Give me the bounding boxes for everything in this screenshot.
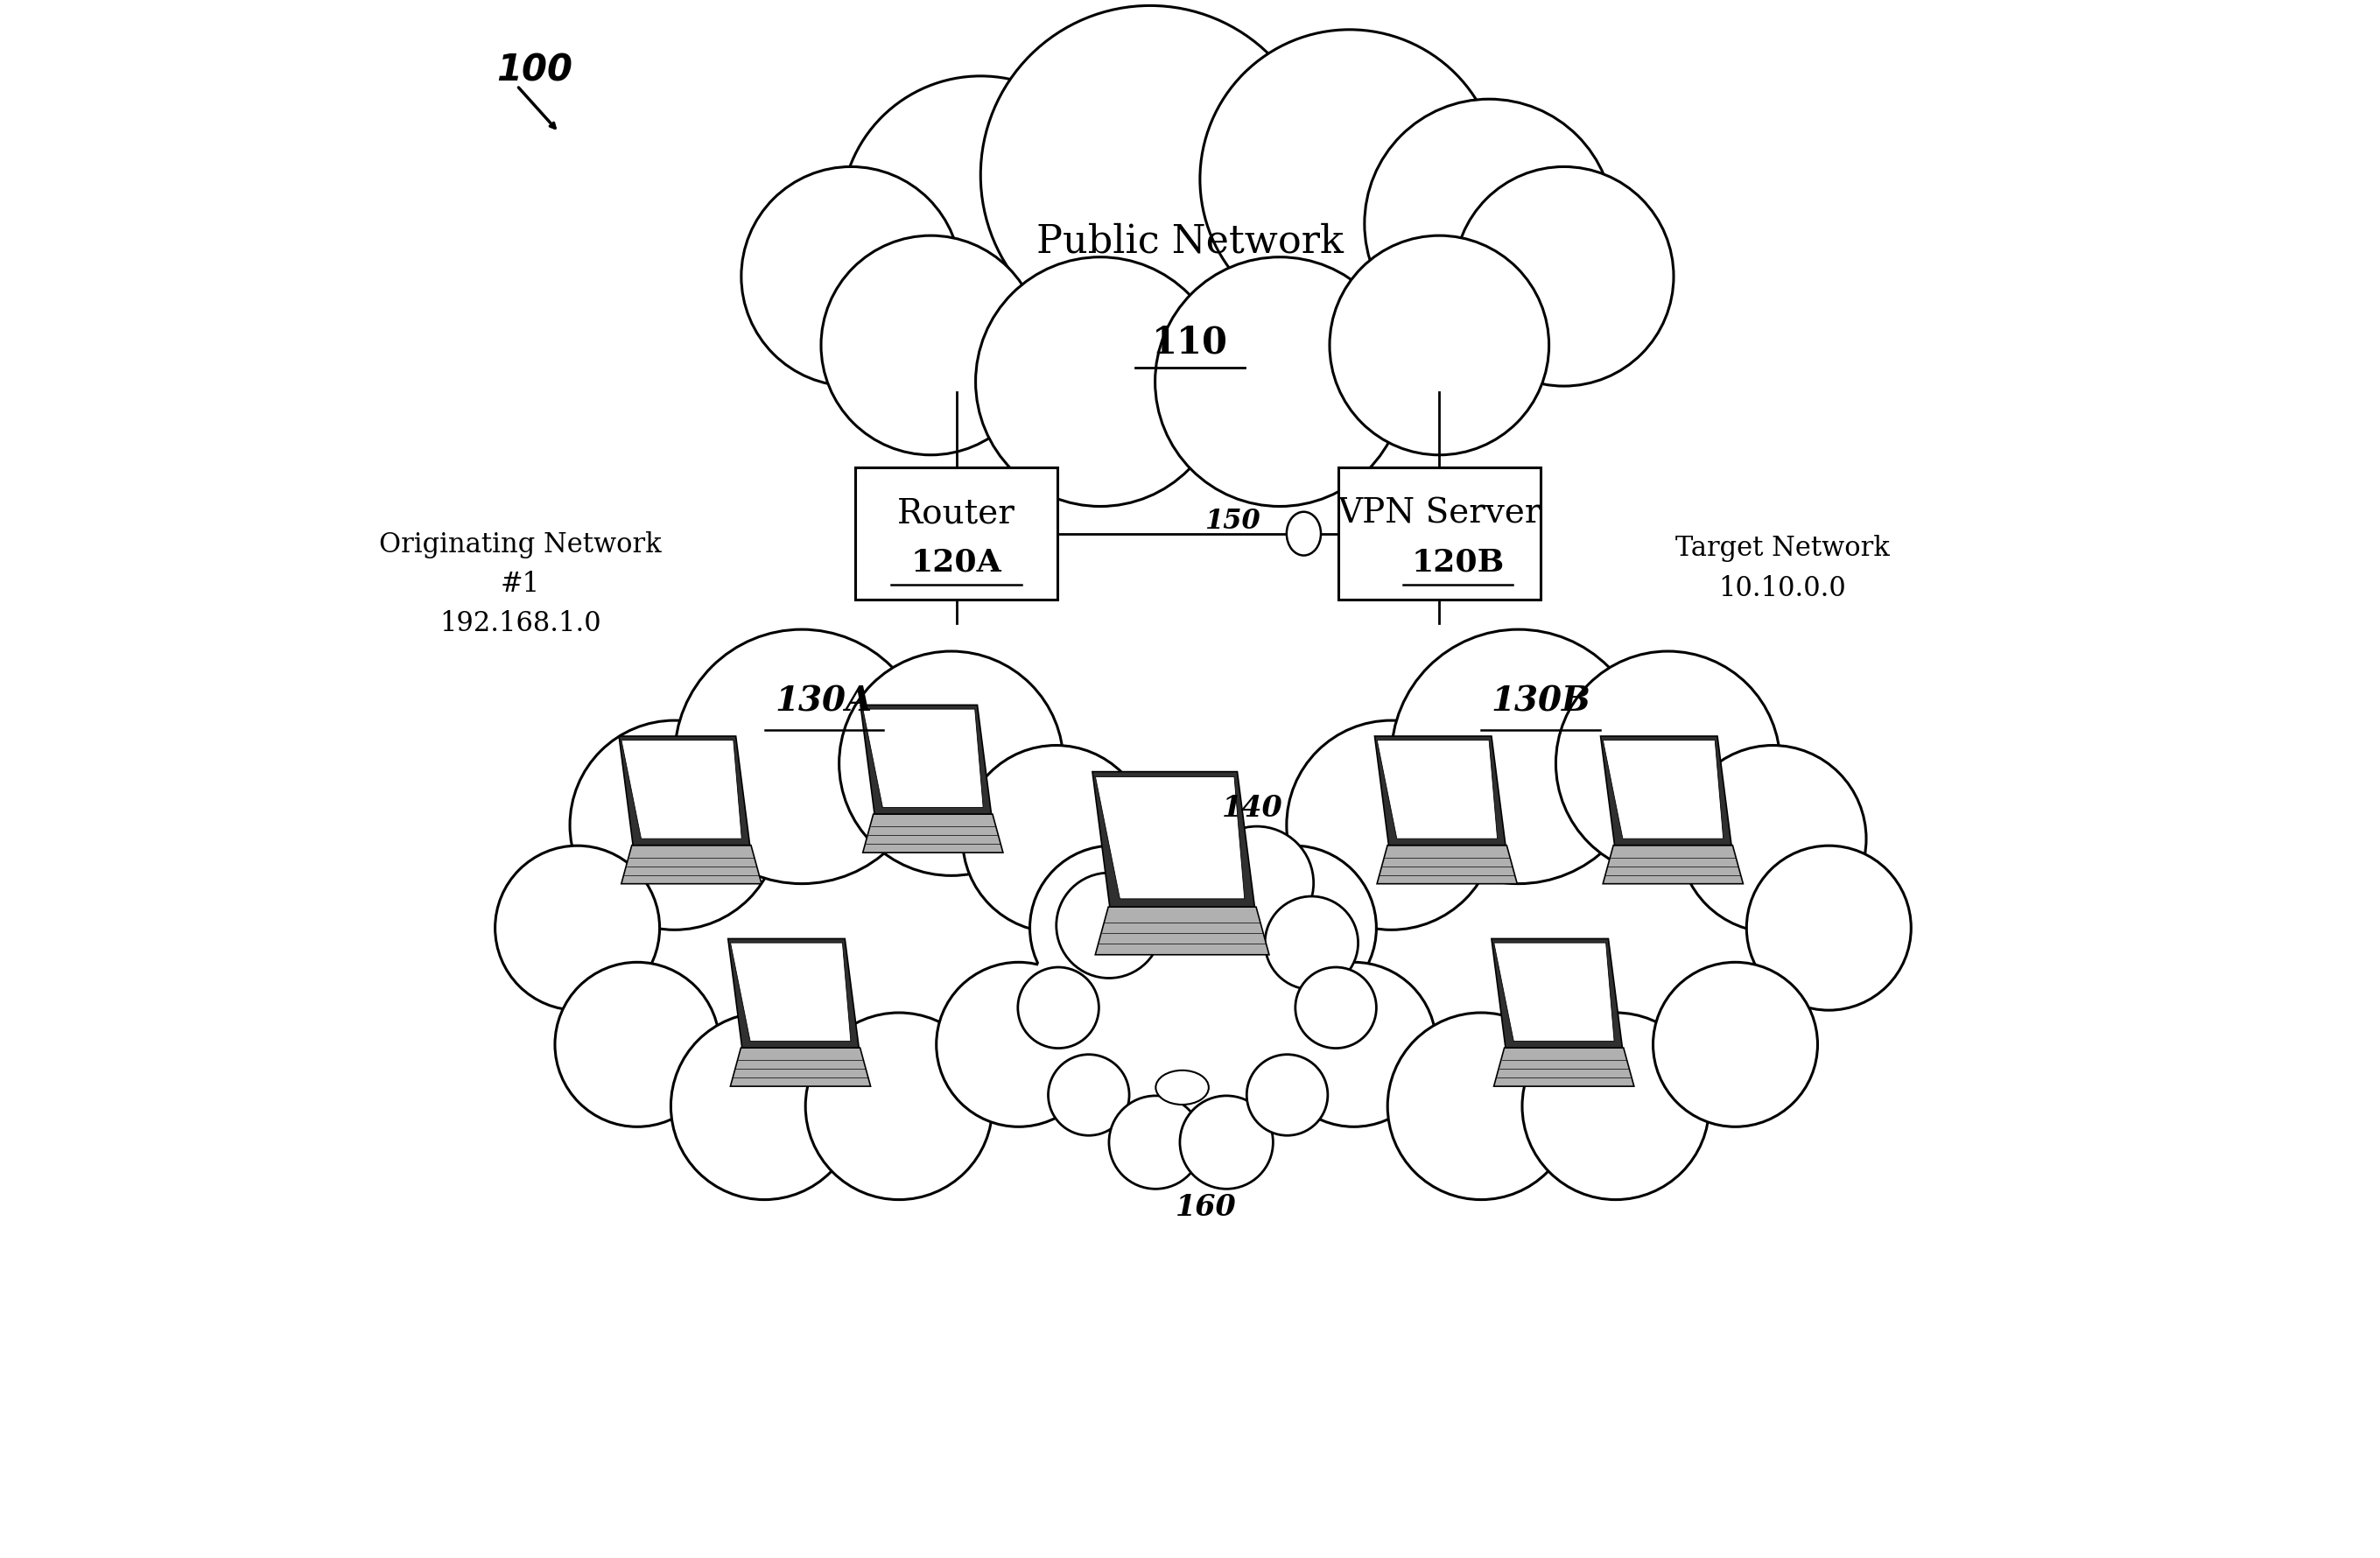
Ellipse shape — [533, 746, 1131, 1123]
Circle shape — [1364, 100, 1614, 349]
Polygon shape — [1492, 938, 1623, 1047]
Circle shape — [495, 846, 659, 1010]
Text: 140: 140 — [1221, 795, 1283, 823]
Circle shape — [1109, 1095, 1202, 1189]
Ellipse shape — [1250, 746, 1847, 1123]
Circle shape — [1031, 846, 1195, 1010]
Ellipse shape — [1157, 1070, 1209, 1105]
Text: 130A: 130A — [776, 686, 873, 718]
Circle shape — [1047, 1055, 1128, 1136]
Text: 130B: 130B — [1490, 686, 1590, 718]
Circle shape — [935, 963, 1102, 1126]
Circle shape — [1523, 1013, 1709, 1200]
FancyBboxPatch shape — [1338, 467, 1540, 600]
Ellipse shape — [1028, 876, 1352, 1150]
Text: 110: 110 — [1152, 324, 1228, 361]
Circle shape — [1288, 720, 1497, 930]
Polygon shape — [621, 740, 743, 838]
Text: 100: 100 — [497, 51, 574, 89]
Text: Router: Router — [897, 497, 1016, 530]
Circle shape — [1295, 968, 1376, 1049]
Circle shape — [840, 651, 1064, 876]
Polygon shape — [1495, 1047, 1635, 1086]
Ellipse shape — [1288, 511, 1321, 556]
Polygon shape — [1095, 777, 1245, 899]
Polygon shape — [1378, 740, 1497, 838]
Circle shape — [1154, 257, 1404, 506]
Circle shape — [1557, 651, 1780, 876]
Polygon shape — [864, 813, 1002, 852]
Text: 120B: 120B — [1411, 548, 1504, 578]
Circle shape — [671, 1013, 857, 1200]
Ellipse shape — [790, 168, 1590, 393]
Circle shape — [1057, 872, 1161, 978]
Circle shape — [1388, 1013, 1576, 1200]
Circle shape — [821, 235, 1040, 455]
Text: Public Network: Public Network — [1035, 223, 1345, 260]
Circle shape — [1654, 963, 1818, 1126]
Circle shape — [740, 167, 962, 386]
Circle shape — [976, 257, 1226, 506]
Circle shape — [1392, 629, 1645, 883]
Circle shape — [1454, 167, 1673, 386]
Circle shape — [1247, 1055, 1328, 1136]
Circle shape — [1211, 846, 1376, 1010]
Circle shape — [1271, 963, 1435, 1126]
Polygon shape — [1092, 771, 1254, 907]
Polygon shape — [1602, 844, 1742, 883]
Polygon shape — [731, 943, 850, 1041]
Circle shape — [840, 76, 1121, 355]
Circle shape — [804, 1013, 992, 1200]
Circle shape — [674, 629, 928, 883]
Polygon shape — [1378, 844, 1516, 883]
Polygon shape — [1495, 943, 1614, 1041]
Circle shape — [1200, 30, 1499, 329]
Circle shape — [962, 745, 1150, 932]
Circle shape — [1330, 235, 1549, 455]
Circle shape — [981, 6, 1319, 344]
Text: 160: 160 — [1176, 1193, 1235, 1221]
Circle shape — [555, 963, 719, 1126]
Text: VPN Server: VPN Server — [1338, 497, 1540, 530]
Polygon shape — [1095, 907, 1269, 955]
Polygon shape — [862, 704, 992, 813]
Circle shape — [1116, 810, 1245, 941]
Polygon shape — [864, 709, 983, 807]
Text: Originating Network
#1
192.168.1.0: Originating Network #1 192.168.1.0 — [378, 531, 662, 637]
Circle shape — [1747, 846, 1911, 1010]
Text: 120A: 120A — [912, 548, 1002, 578]
Polygon shape — [1376, 735, 1507, 844]
Circle shape — [569, 720, 778, 930]
Circle shape — [1200, 826, 1314, 939]
Circle shape — [1180, 1095, 1273, 1189]
Polygon shape — [728, 938, 859, 1047]
Polygon shape — [621, 844, 762, 883]
Circle shape — [1264, 896, 1359, 989]
Polygon shape — [1602, 735, 1730, 844]
FancyBboxPatch shape — [854, 467, 1057, 600]
Circle shape — [1019, 968, 1100, 1049]
Polygon shape — [731, 1047, 871, 1086]
Text: 150: 150 — [1204, 508, 1259, 534]
Polygon shape — [619, 735, 750, 844]
Circle shape — [1680, 745, 1866, 932]
Polygon shape — [1604, 740, 1723, 838]
Text: Target Network
10.10.0.0: Target Network 10.10.0.0 — [1676, 536, 1890, 601]
